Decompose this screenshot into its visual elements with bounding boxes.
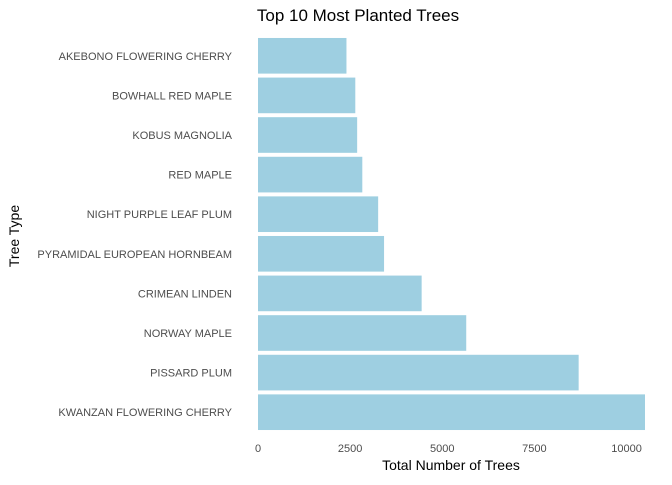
y-tick-label: KWANZAN FLOWERING CHERRY [58,407,232,419]
bar [258,275,422,312]
y-axis-title: Tree Type [6,205,22,267]
bar [258,37,347,74]
x-tick-label: 10000 [611,443,642,455]
y-tick-label: PYRAMIDAL EUROPEAN HORNBEAM [37,249,232,261]
y-tick-label: AKEBONO FLOWERING CHERRY [59,51,233,63]
bar [258,354,579,391]
bar [258,156,363,193]
bar [258,235,385,272]
y-tick-label: BOWHALL RED MAPLE [112,90,232,102]
x-tick-label: 7500 [522,443,546,455]
chart-title: Top 10 Most Planted Trees [257,6,459,25]
x-tick-label: 5000 [430,443,454,455]
y-tick-label: NIGHT PURPLE LEAF PLUM [87,209,232,221]
y-tick-label: CRIMEAN LINDEN [138,288,232,300]
x-tick-label: 2500 [338,443,362,455]
bar [258,196,379,233]
y-axis-tick-labels: AKEBONO FLOWERING CHERRY BOWHALL RED MAPL… [37,51,232,419]
y-tick-label: KOBUS MAGNOLIA [132,130,232,142]
bar [258,117,358,153]
y-tick-label: RED MAPLE [168,170,232,182]
bars [258,37,645,431]
bar [258,315,467,351]
x-tick-label: 0 [255,443,261,455]
bar [258,394,645,431]
x-axis-tick-labels: 0 2500 5000 7500 10000 [255,443,642,455]
y-tick-label: NORWAY MAPLE [144,328,232,340]
bar [258,77,356,114]
x-axis-title: Total Number of Trees [382,457,520,473]
y-tick-label: PISSARD PLUM [150,368,232,380]
